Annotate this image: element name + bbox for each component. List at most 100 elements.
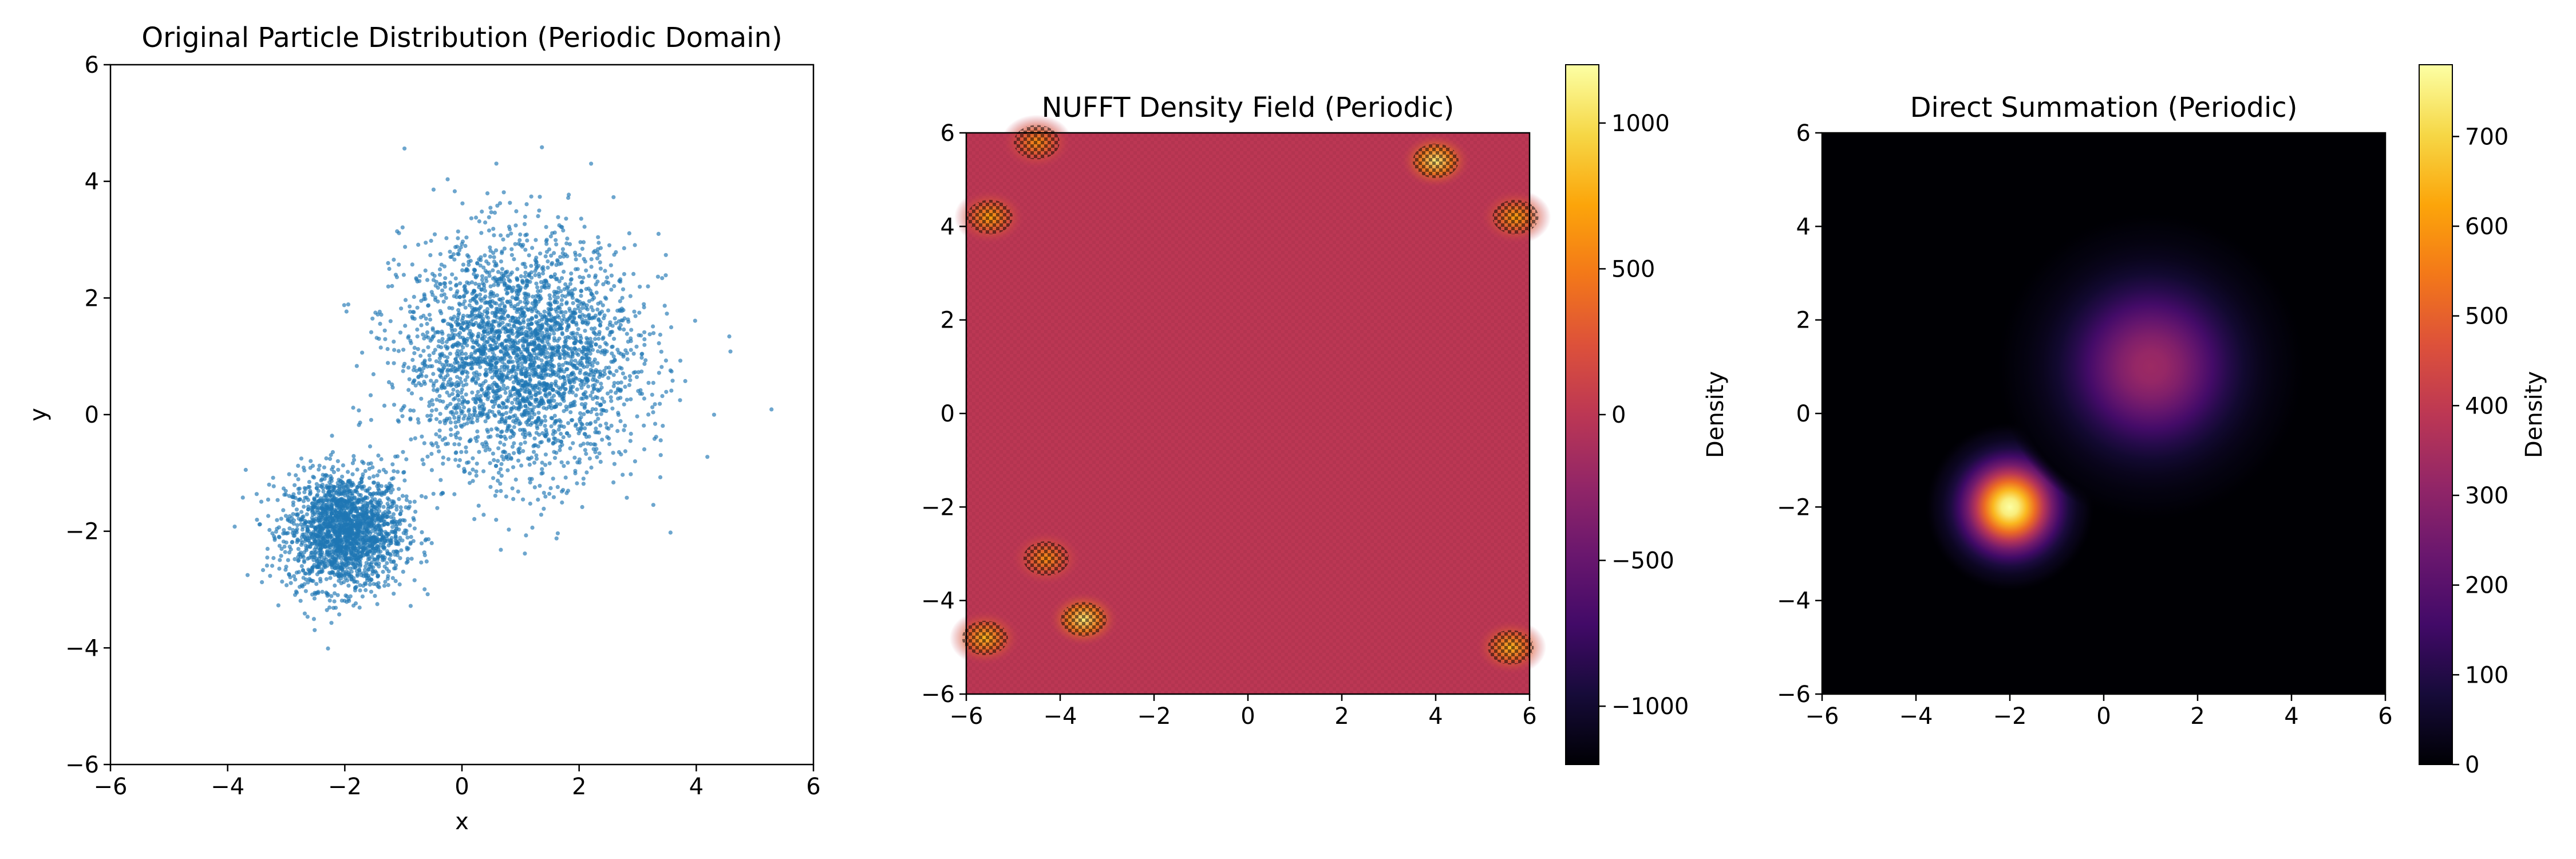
scatter-point xyxy=(499,474,504,478)
scatter-point xyxy=(494,248,499,253)
scatter-point xyxy=(567,346,571,351)
scatter-point xyxy=(453,424,459,430)
scatter-point xyxy=(600,373,605,378)
scatter-point xyxy=(642,330,647,334)
scatter-point xyxy=(377,469,382,474)
scatter-point xyxy=(544,224,548,229)
scatter-point xyxy=(376,555,380,561)
scatter-point xyxy=(623,348,628,353)
scatter-point xyxy=(313,519,317,523)
scatter-point xyxy=(484,300,489,305)
scatter-point xyxy=(500,405,504,410)
scatter-point xyxy=(647,332,652,337)
scatter-point xyxy=(425,454,430,459)
scatter-point xyxy=(392,340,396,344)
scatter-point xyxy=(534,320,539,325)
scatter-point xyxy=(440,337,445,341)
scatter-point xyxy=(391,512,396,517)
scatter-point xyxy=(405,535,410,540)
scatter-point xyxy=(583,329,587,333)
scatter-point xyxy=(390,525,395,529)
scatter-point xyxy=(367,476,372,480)
scatter-point xyxy=(551,440,556,446)
scatter-point xyxy=(651,381,655,385)
scatter-point xyxy=(540,317,544,322)
scatter-point xyxy=(563,282,568,287)
scatter-point xyxy=(344,552,349,557)
scatter-point xyxy=(572,455,577,460)
scatter-point xyxy=(349,569,354,574)
scatter-point xyxy=(366,557,370,562)
scatter-point xyxy=(585,364,590,369)
scatter-point xyxy=(408,408,413,413)
scatter-point xyxy=(260,580,264,585)
scatter-point xyxy=(516,489,520,494)
scatter-point xyxy=(531,450,536,454)
scatter-point xyxy=(310,515,314,521)
scatter-point xyxy=(456,393,460,397)
scatter-point xyxy=(499,547,503,552)
scatter-point xyxy=(365,578,370,583)
scatter-point xyxy=(268,574,272,578)
scatter-point xyxy=(460,268,465,273)
scatter-point xyxy=(505,427,510,431)
scatter-point xyxy=(385,577,390,581)
scatter-point xyxy=(597,253,602,257)
scatter-point xyxy=(421,332,425,337)
scatter-point xyxy=(543,388,548,393)
scatter-point xyxy=(397,582,402,587)
scatter-point xyxy=(372,480,377,485)
scatter-point xyxy=(659,349,663,354)
scatter-point xyxy=(578,411,583,416)
scatter-point xyxy=(489,344,493,348)
scatter-point xyxy=(579,415,583,420)
scatter-point xyxy=(453,361,457,365)
scatter-point xyxy=(568,410,573,415)
scatter-point xyxy=(337,574,341,579)
scatter-point xyxy=(549,318,554,323)
scatter-point xyxy=(354,489,358,494)
scatter-point xyxy=(505,364,510,369)
scatter-point xyxy=(508,329,513,333)
scatter-point xyxy=(409,535,413,539)
scatter-point xyxy=(519,328,524,332)
scatter-point xyxy=(516,307,521,312)
scatter-point xyxy=(546,310,551,315)
scatter-point xyxy=(290,540,294,545)
scatter-point xyxy=(333,573,337,577)
scatter-point xyxy=(627,231,631,235)
scatter-point xyxy=(629,397,633,401)
scatter-point xyxy=(602,369,607,373)
scatter-point xyxy=(524,338,529,342)
scatter-point xyxy=(513,223,518,228)
scatter-point xyxy=(556,215,560,219)
scatter-point xyxy=(540,365,545,371)
scatter-point xyxy=(305,512,309,517)
scatter-point xyxy=(360,475,365,479)
scatter-point xyxy=(582,412,586,416)
scatter-point xyxy=(543,424,547,428)
scatter-point xyxy=(574,257,578,262)
scatter-point xyxy=(321,486,326,491)
scatter-point xyxy=(579,385,584,390)
scatter-point xyxy=(340,474,345,479)
scatter-point xyxy=(547,391,552,395)
scatter-point xyxy=(331,542,335,547)
scatter-point xyxy=(382,541,386,545)
scatter-point xyxy=(509,304,514,309)
scatter-point xyxy=(412,578,417,582)
scatter-point xyxy=(590,407,595,412)
scatter-point xyxy=(546,306,551,311)
scatter-point xyxy=(669,388,674,393)
scatter-point xyxy=(488,330,492,334)
scatter-point xyxy=(512,451,516,455)
scatter-point xyxy=(527,462,532,467)
scatter-point xyxy=(547,491,552,496)
scatter-point xyxy=(308,541,313,546)
scatter-point xyxy=(600,438,605,442)
scatter-point xyxy=(471,397,476,401)
scatter-point xyxy=(503,419,508,424)
scatter-point xyxy=(393,579,398,584)
scatter-point xyxy=(476,503,481,508)
scatter-point xyxy=(542,506,546,511)
